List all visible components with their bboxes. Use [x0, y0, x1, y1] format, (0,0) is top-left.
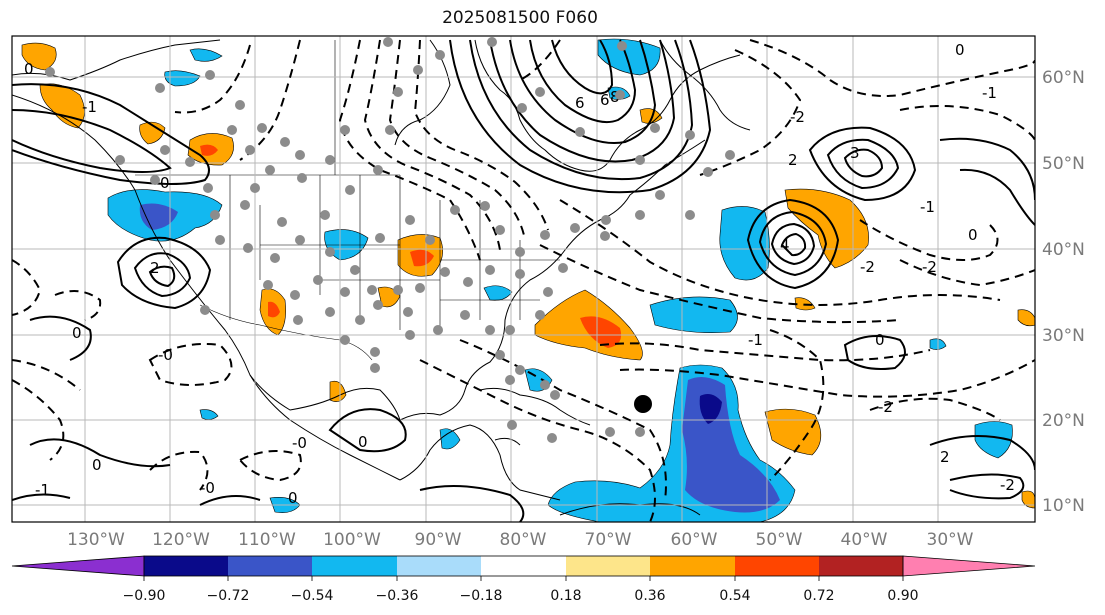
colorbar-segment — [819, 556, 903, 576]
colorbar-tick-label: 0.36 — [634, 588, 665, 604]
colorbar-over-arrow — [902, 555, 1036, 577]
contour-label: 2 — [788, 151, 798, 169]
contour-label: -2 — [878, 398, 893, 416]
contour-label: 2 — [150, 259, 160, 277]
contour-label: -1 — [982, 84, 997, 102]
negative-contours — [12, 39, 1035, 522]
colorbar: −0.90 −0.72 −0.54 −0.36 −0.18 0.18 0.36 … — [11, 555, 1036, 604]
contour-label: 0 — [72, 324, 82, 342]
colorbar-segment — [735, 556, 819, 576]
contour-label: -2 — [1000, 476, 1015, 494]
map-border — [11, 35, 1036, 523]
positive-contours — [12, 39, 1035, 522]
contour-label: 0 — [875, 331, 885, 349]
lat-label: 40°N — [1042, 240, 1085, 260]
contour-label: 0 — [968, 226, 978, 244]
lon-label: 100°W — [323, 530, 381, 550]
contour-label: -1 — [748, 331, 763, 349]
map-title: 2025081500 F060 — [442, 8, 598, 28]
contour-labels: 0 -1 0 4 3 6 6 8 -1 -1 0 -2 2 -2 -0 0 -0… — [24, 41, 1015, 507]
colorbar-segment — [650, 556, 735, 576]
colorbar-segment — [228, 556, 312, 576]
shading-layer — [21, 38, 1035, 522]
colorbar-segment — [312, 556, 397, 576]
lat-label: 60°N — [1042, 68, 1085, 88]
lon-label: 110°W — [238, 530, 296, 550]
colorbar-under-arrow — [11, 555, 145, 577]
colorbar-tick-label: −0.72 — [207, 588, 250, 604]
longitude-labels: 130°W 120°W 110°W 100°W 90°W 80°W 70°W 6… — [67, 530, 974, 550]
contour-label: -0 — [158, 346, 173, 364]
lon-label: 120°W — [152, 530, 210, 550]
colorbar-segment — [144, 556, 228, 576]
colorbar-tick-label: 0.72 — [803, 588, 834, 604]
contour-label: 6 — [575, 94, 585, 112]
lon-label: 80°W — [500, 530, 547, 550]
colorbar-tick-label: −0.90 — [123, 588, 166, 604]
contour-label: 2 — [940, 448, 950, 466]
colorbar-segment — [397, 556, 481, 576]
contour-label: -2 — [860, 258, 875, 276]
contour-label: 8 — [610, 88, 620, 106]
contour-label: -2 — [922, 258, 937, 276]
lon-label: 90°W — [415, 530, 462, 550]
contour-label: 0 — [358, 433, 368, 451]
station-markers — [45, 37, 735, 443]
contour-label: 0 — [24, 60, 34, 78]
contour-label: -1 — [35, 481, 50, 499]
contour-label: 0 — [288, 489, 298, 507]
lat-label: 10°N — [1042, 496, 1085, 516]
contour-label: 0 — [955, 41, 965, 59]
contour-label: 4 — [780, 236, 790, 254]
contour-label: -1 — [82, 98, 97, 116]
lat-label: 50°N — [1042, 154, 1085, 174]
lon-label: 130°W — [67, 530, 125, 550]
lon-label: 60°W — [671, 530, 718, 550]
lat-label: 30°N — [1042, 326, 1085, 346]
contour-label: 3 — [850, 144, 860, 162]
contour-label: 0 — [160, 174, 170, 192]
lon-label: 30°W — [927, 530, 974, 550]
lon-label: 70°W — [585, 530, 632, 550]
contour-label: -2 — [790, 108, 805, 126]
lon-label: 50°W — [756, 530, 803, 550]
colorbar-segment — [481, 556, 566, 576]
colorbar-tick-label: 0.54 — [719, 588, 750, 604]
colorbar-segment — [566, 556, 650, 576]
contour-label: 0 — [92, 456, 102, 474]
contour-label: -0 — [200, 479, 215, 497]
lat-label: 20°N — [1042, 411, 1085, 431]
colorbar-tick-label: 0.90 — [887, 588, 918, 604]
contour-label: -1 — [920, 198, 935, 216]
colorbar-tick-label: −0.54 — [291, 588, 334, 604]
storm-center-marker — [634, 395, 652, 413]
latitude-labels: 60°N 50°N 40°N 30°N 20°N 10°N — [1042, 68, 1085, 516]
lon-label: 40°W — [841, 530, 888, 550]
contour-label: 6 — [600, 91, 610, 109]
colorbar-tick-label: 0.18 — [550, 588, 581, 604]
contour-label: -0 — [292, 434, 307, 452]
colorbar-tick-label: −0.18 — [460, 588, 503, 604]
colorbar-tick-label: −0.36 — [376, 588, 419, 604]
